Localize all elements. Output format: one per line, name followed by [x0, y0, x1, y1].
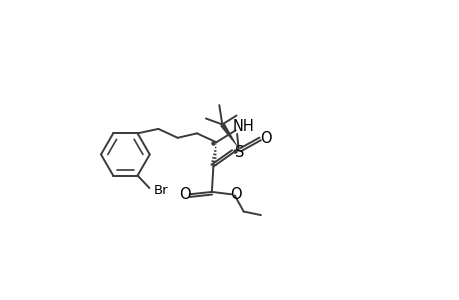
Text: O: O: [230, 187, 241, 202]
Text: Br: Br: [153, 184, 168, 197]
Text: NH: NH: [232, 119, 253, 134]
Text: O: O: [179, 187, 190, 202]
Text: O: O: [260, 131, 271, 146]
Polygon shape: [219, 123, 239, 149]
Text: S: S: [234, 145, 243, 160]
